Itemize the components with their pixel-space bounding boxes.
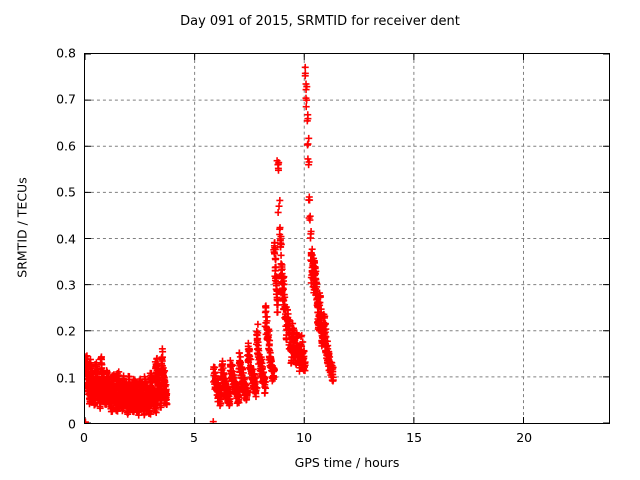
y-tick-0.1: 0.1 [56,370,76,386]
scatter-points [85,63,337,423]
x-tick-20: 20 [516,430,533,445]
y-tick-0.8: 0.8 [56,45,76,61]
gridlines [85,54,609,423]
x-tick-10: 10 [296,430,313,445]
chart-title: Day 091 of 2015, SRMTID for receiver den… [180,14,460,29]
x-axis-title: GPS time / hours [294,455,400,470]
y-axis-title: SRMTID / TECUs [14,177,30,278]
plot-area [84,53,610,424]
y-axis-tick-labels: 0.8 0.7 0.6 0.5 0.4 0.3 0.2 0.1 0 [4,46,76,432]
y-tick-0: 0 [68,416,76,432]
y-tick-0.6: 0.6 [56,138,76,154]
y-tick-0.4: 0.4 [56,231,76,246]
x-tick-0: 0 [80,430,88,445]
x-tick-5: 5 [190,430,198,445]
y-tick-0.7: 0.7 [56,91,76,107]
x-tick-15: 15 [406,430,423,445]
y-tick-0.5: 0.5 [56,184,76,200]
x-axis-tick-labels: 0 5 10 15 20 [80,430,610,448]
y-tick-0.2: 0.2 [56,323,76,339]
y-tick-0.3: 0.3 [56,277,76,293]
